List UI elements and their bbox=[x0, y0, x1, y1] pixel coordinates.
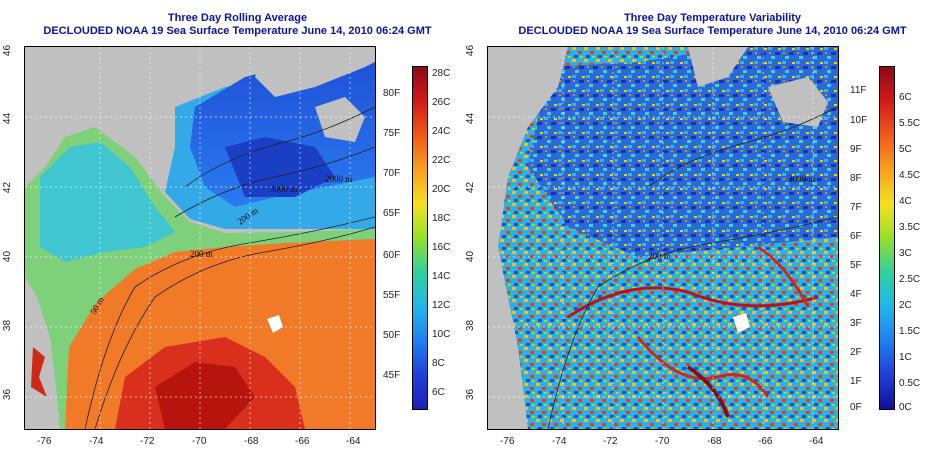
colorbar-c-label: 2C bbox=[899, 300, 912, 311]
colorbar-c-label: 14C bbox=[432, 271, 451, 282]
colorbar-c-label: 0.5C bbox=[899, 378, 921, 389]
colorbar-f-label: 9F bbox=[850, 144, 862, 155]
lat-tick: 46 bbox=[465, 44, 477, 57]
contour-label: 3000 m bbox=[788, 174, 815, 184]
lon-tick: -74 bbox=[552, 436, 567, 447]
sst-average-panel: Three Day Rolling Average DECLOUDED NOAA… bbox=[2, 12, 451, 447]
colorbar-c-label: 18C bbox=[432, 213, 451, 224]
colorbar-f-label: 45F bbox=[383, 370, 401, 381]
colorbar-c-label: 12C bbox=[432, 300, 451, 311]
colorbar-c-label: 26C bbox=[432, 97, 451, 108]
sst-map: 3000 m 200 m 50 m 2000 m 200 m bbox=[24, 46, 376, 430]
colorbar-f-label: 5F bbox=[850, 260, 862, 271]
colorbar-c-label: 8C bbox=[432, 358, 445, 369]
colorbar-f-label: 10F bbox=[850, 115, 868, 126]
panel-title: Three Day Temperature Variability bbox=[623, 12, 802, 24]
lat-tick: 44 bbox=[465, 112, 477, 125]
colorbar-c-label: 2.5C bbox=[899, 274, 921, 285]
colorbar-c-label: 1.5C bbox=[899, 326, 921, 337]
colorbar-c-label: 6C bbox=[432, 387, 445, 398]
colorbar-c-label: 3.5C bbox=[899, 222, 921, 233]
land-area bbox=[488, 47, 568, 429]
colorbar-f-label: 80F bbox=[383, 88, 401, 99]
colorbar-c-label: 10C bbox=[432, 329, 451, 340]
colorbar-c-label: 3C bbox=[899, 248, 912, 259]
lat-tick: 42 bbox=[2, 181, 14, 194]
colorbar-c-label: 28C bbox=[432, 68, 451, 79]
colorbar-c-label: 6C bbox=[899, 92, 912, 103]
lat-tick: 40 bbox=[2, 250, 14, 263]
lat-tick: 42 bbox=[465, 181, 477, 194]
colorbar-c-label: 22C bbox=[432, 155, 451, 166]
colorbar-f-label: 70F bbox=[383, 168, 401, 179]
colorbar-f-label: 4F bbox=[850, 289, 862, 300]
colorbar-c-label: 4C bbox=[899, 196, 912, 207]
colorbar-f-label: 60F bbox=[383, 250, 401, 261]
colorbar-f-label: 3F bbox=[850, 318, 862, 329]
lat-tick: 46 bbox=[2, 44, 14, 57]
lat-tick: 44 bbox=[2, 112, 14, 125]
lon-tick: -72 bbox=[140, 436, 155, 447]
colorbar-f-label: 8F bbox=[850, 173, 862, 184]
panel-title: Three Day Rolling Average bbox=[167, 12, 308, 24]
colorbar-c-label: 20C bbox=[432, 184, 451, 195]
lon-tick: -74 bbox=[89, 436, 104, 447]
lon-tick: -70 bbox=[192, 436, 207, 447]
lat-tick: 38 bbox=[2, 319, 14, 332]
lon-tick: -68 bbox=[244, 436, 259, 447]
panel-subtitle: DECLOUDED NOAA 19 Sea Surface Temperatur… bbox=[518, 25, 907, 37]
colorbar-c-label: 1C bbox=[899, 352, 912, 363]
lon-tick: -64 bbox=[809, 436, 824, 447]
lon-tick: -70 bbox=[655, 436, 670, 447]
contour-label: 2000 m bbox=[325, 174, 352, 184]
colorbar-f-label: 65F bbox=[383, 208, 401, 219]
colorbar-f-label: 75F bbox=[383, 128, 401, 139]
lat-tick: 38 bbox=[465, 319, 477, 332]
variability-map-image: 200 m 3000 m bbox=[488, 47, 838, 429]
contour-label: 3000 m bbox=[270, 184, 297, 194]
lon-tick: -72 bbox=[603, 436, 618, 447]
colorbar-f-label: 2F bbox=[850, 347, 862, 358]
lat-tick: 40 bbox=[465, 250, 477, 263]
sst-map-image: 3000 m 200 m 50 m 2000 m 200 m bbox=[25, 47, 375, 429]
colorbar-c-label: 16C bbox=[432, 242, 451, 253]
colorbar-f-label: 50F bbox=[383, 330, 401, 341]
colorbar-f-label: 0F bbox=[850, 402, 862, 413]
sst-variability-panel: Three Day Temperature Variability DECLOU… bbox=[465, 0, 950, 475]
colorbar-f-label: 1F bbox=[850, 376, 862, 387]
lat-tick: 36 bbox=[2, 388, 14, 401]
sst-colorbar bbox=[412, 66, 428, 410]
lon-tick: -76 bbox=[500, 436, 515, 447]
lon-tick: -64 bbox=[346, 436, 361, 447]
contour-label: 200 m bbox=[648, 251, 671, 261]
colorbar-c-label: 5.5C bbox=[899, 118, 921, 129]
lon-tick: -68 bbox=[707, 436, 722, 447]
panel-subtitle: DECLOUDED NOAA 19 Sea Surface Temperatur… bbox=[43, 25, 432, 37]
colorbar-f-label: 6F bbox=[850, 231, 862, 242]
variability-colorbar bbox=[879, 66, 895, 410]
colorbar-f-label: 7F bbox=[850, 202, 862, 213]
colorbar-f-label: 55F bbox=[383, 290, 401, 301]
colorbar-f-label: 11F bbox=[850, 85, 867, 96]
lon-tick: -66 bbox=[295, 436, 310, 447]
lon-tick: -76 bbox=[37, 436, 52, 447]
colorbar-c-label: 5C bbox=[899, 144, 912, 155]
colorbar-c-label: 0C bbox=[899, 402, 912, 413]
lat-tick: 36 bbox=[465, 388, 477, 401]
contour-label: 200 m bbox=[190, 249, 213, 259]
variability-map: 200 m 3000 m bbox=[487, 46, 839, 430]
colorbar-c-label: 4.5C bbox=[899, 170, 921, 181]
lon-tick: -66 bbox=[758, 436, 773, 447]
colorbar-c-label: 24C bbox=[432, 126, 451, 137]
